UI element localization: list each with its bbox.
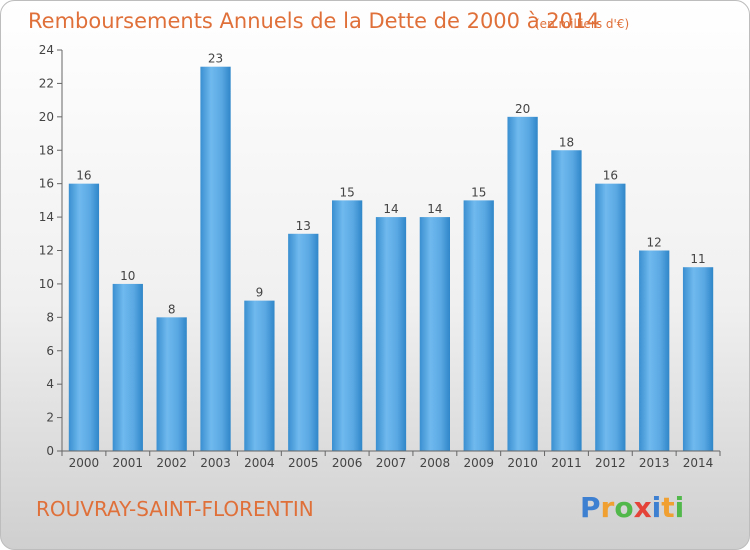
bar-2011 xyxy=(551,150,582,451)
data-label-2007: 14 xyxy=(383,202,398,216)
data-label-2004: 9 xyxy=(256,286,264,300)
bar-2003 xyxy=(200,66,231,451)
x-tick-label-2009: 2009 xyxy=(463,456,494,470)
x-tick-label-2008: 2008 xyxy=(420,456,451,470)
data-label-2002: 8 xyxy=(168,302,176,316)
x-tick-label-2011: 2011 xyxy=(551,456,582,470)
bar-2005 xyxy=(288,233,319,451)
data-label-2001: 10 xyxy=(120,269,135,283)
bar-2013 xyxy=(639,250,670,451)
brand-logo: Proxiti xyxy=(580,491,684,524)
data-label-2003: 23 xyxy=(208,52,223,66)
bar-2014 xyxy=(682,267,714,451)
y-tick-label: 18 xyxy=(39,143,54,157)
data-label-2005: 13 xyxy=(296,219,311,233)
bar-2010 xyxy=(507,116,538,451)
y-tick-label: 14 xyxy=(39,210,54,224)
x-axis: 2000 2001 2002 2003 2004 2005 2006 2007 2008 2009… xyxy=(61,450,721,470)
y-tick-label: 12 xyxy=(39,244,54,258)
y-tick-label: 10 xyxy=(39,277,54,291)
x-tick-label-2005: 2005 xyxy=(288,456,319,470)
y-tick-label: 16 xyxy=(39,177,54,191)
y-tick-label: 2 xyxy=(46,411,54,425)
y-tick-label: 6 xyxy=(46,344,54,358)
bars-group: 16 10 8 23 9 13 15 14 14 15 20 18 16 12 11 xyxy=(68,52,714,451)
bar-2002 xyxy=(156,317,187,451)
bar-2006 xyxy=(331,200,363,451)
bar-2001 xyxy=(112,283,143,451)
x-tick-label-2013: 2013 xyxy=(639,456,670,470)
y-tick-label: 20 xyxy=(39,110,54,124)
x-tick-label-2002: 2002 xyxy=(156,456,187,470)
y-tick-label: 4 xyxy=(46,377,54,391)
data-label-2013: 12 xyxy=(647,236,662,250)
data-label-2010: 20 xyxy=(515,102,530,116)
x-tick-label-2014: 2014 xyxy=(683,456,714,470)
location-label: ROUVRAY-SAINT-FLORENTIN xyxy=(36,497,314,521)
bar-2009 xyxy=(463,200,494,451)
x-tick-label-2001: 2001 xyxy=(113,456,144,470)
bar-2007 xyxy=(375,217,407,451)
x-tick-label-2012: 2012 xyxy=(595,456,626,470)
chart-title: Remboursements Annuels de la Dette de 20… xyxy=(28,9,600,33)
brand-logo-text: Proxiti xyxy=(580,491,684,524)
y-tick-label: 8 xyxy=(46,310,54,324)
data-label-2008: 14 xyxy=(427,202,442,216)
data-label-2009: 15 xyxy=(471,185,486,199)
y-tick-label: 24 xyxy=(39,43,54,57)
chart-subtitle: (en milliers d'€) xyxy=(535,17,629,31)
x-tick-label-2007: 2007 xyxy=(376,456,407,470)
x-tick-label-2000: 2000 xyxy=(69,456,100,470)
bar-2004 xyxy=(244,300,275,451)
x-tick-label-2003: 2003 xyxy=(200,456,231,470)
data-label-2012: 16 xyxy=(603,169,618,183)
x-tick-label-2010: 2010 xyxy=(507,456,538,470)
x-tick-label-2004: 2004 xyxy=(244,456,275,470)
data-label-2000: 16 xyxy=(76,169,91,183)
bar-2000 xyxy=(68,183,100,451)
data-label-2014: 11 xyxy=(690,252,705,266)
y-tick-label: 22 xyxy=(39,76,54,90)
data-label-2006: 15 xyxy=(339,185,354,199)
bar-2012 xyxy=(595,183,626,451)
x-tick-label-2006: 2006 xyxy=(332,456,363,470)
y-tick-label: 0 xyxy=(46,444,54,458)
bar-2008 xyxy=(419,217,451,451)
data-label-2011: 18 xyxy=(559,135,574,149)
